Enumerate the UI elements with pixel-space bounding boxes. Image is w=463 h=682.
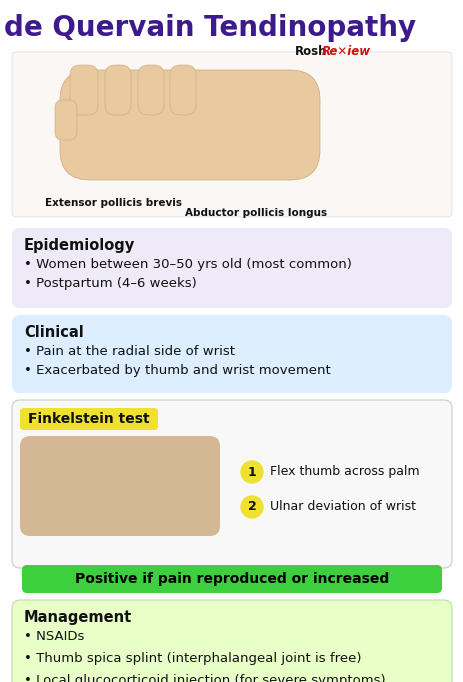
FancyBboxPatch shape (12, 315, 451, 393)
FancyBboxPatch shape (70, 65, 98, 115)
Text: • Women between 30–50 yrs old (most common): • Women between 30–50 yrs old (most comm… (24, 258, 351, 271)
Text: de Quervain Tendinopathy: de Quervain Tendinopathy (4, 14, 415, 42)
Text: • Exacerbated by thumb and wrist movement: • Exacerbated by thumb and wrist movemen… (24, 364, 330, 377)
Text: Re✕iew: Re✕iew (321, 45, 370, 58)
Text: Epidemiology: Epidemiology (24, 238, 135, 253)
FancyBboxPatch shape (12, 228, 451, 308)
Text: Extensor pollicis brevis: Extensor pollicis brevis (45, 198, 181, 208)
FancyBboxPatch shape (12, 52, 451, 217)
Circle shape (240, 461, 263, 483)
FancyBboxPatch shape (105, 65, 131, 115)
FancyBboxPatch shape (55, 100, 77, 140)
FancyBboxPatch shape (12, 600, 451, 682)
FancyBboxPatch shape (20, 408, 158, 430)
Text: Management: Management (24, 610, 132, 625)
Text: • Pain at the radial side of wrist: • Pain at the radial side of wrist (24, 345, 234, 358)
FancyBboxPatch shape (169, 65, 195, 115)
Circle shape (240, 496, 263, 518)
FancyBboxPatch shape (12, 400, 451, 568)
FancyBboxPatch shape (138, 65, 163, 115)
Text: Rosh: Rosh (294, 45, 327, 58)
Text: • NSAIDs: • NSAIDs (24, 630, 84, 643)
Text: Flex thumb across palm: Flex thumb across palm (269, 466, 419, 479)
Text: • Local glucocorticoid injection (for severe symptoms): • Local glucocorticoid injection (for se… (24, 674, 385, 682)
FancyBboxPatch shape (60, 70, 319, 180)
Text: 2: 2 (247, 501, 256, 514)
Text: Clinical: Clinical (24, 325, 83, 340)
Text: 1: 1 (247, 466, 256, 479)
FancyBboxPatch shape (22, 565, 441, 593)
Text: • Postpartum (4–6 weeks): • Postpartum (4–6 weeks) (24, 277, 196, 290)
Text: Finkelstein test: Finkelstein test (28, 412, 150, 426)
Text: • Thumb spica splint (interphalangeal joint is free): • Thumb spica splint (interphalangeal jo… (24, 652, 361, 665)
FancyBboxPatch shape (20, 436, 219, 536)
Text: Positive if pain reproduced or increased: Positive if pain reproduced or increased (75, 572, 388, 586)
Text: Abductor pollicis longus: Abductor pollicis longus (185, 208, 326, 218)
Text: Ulnar deviation of wrist: Ulnar deviation of wrist (269, 501, 415, 514)
